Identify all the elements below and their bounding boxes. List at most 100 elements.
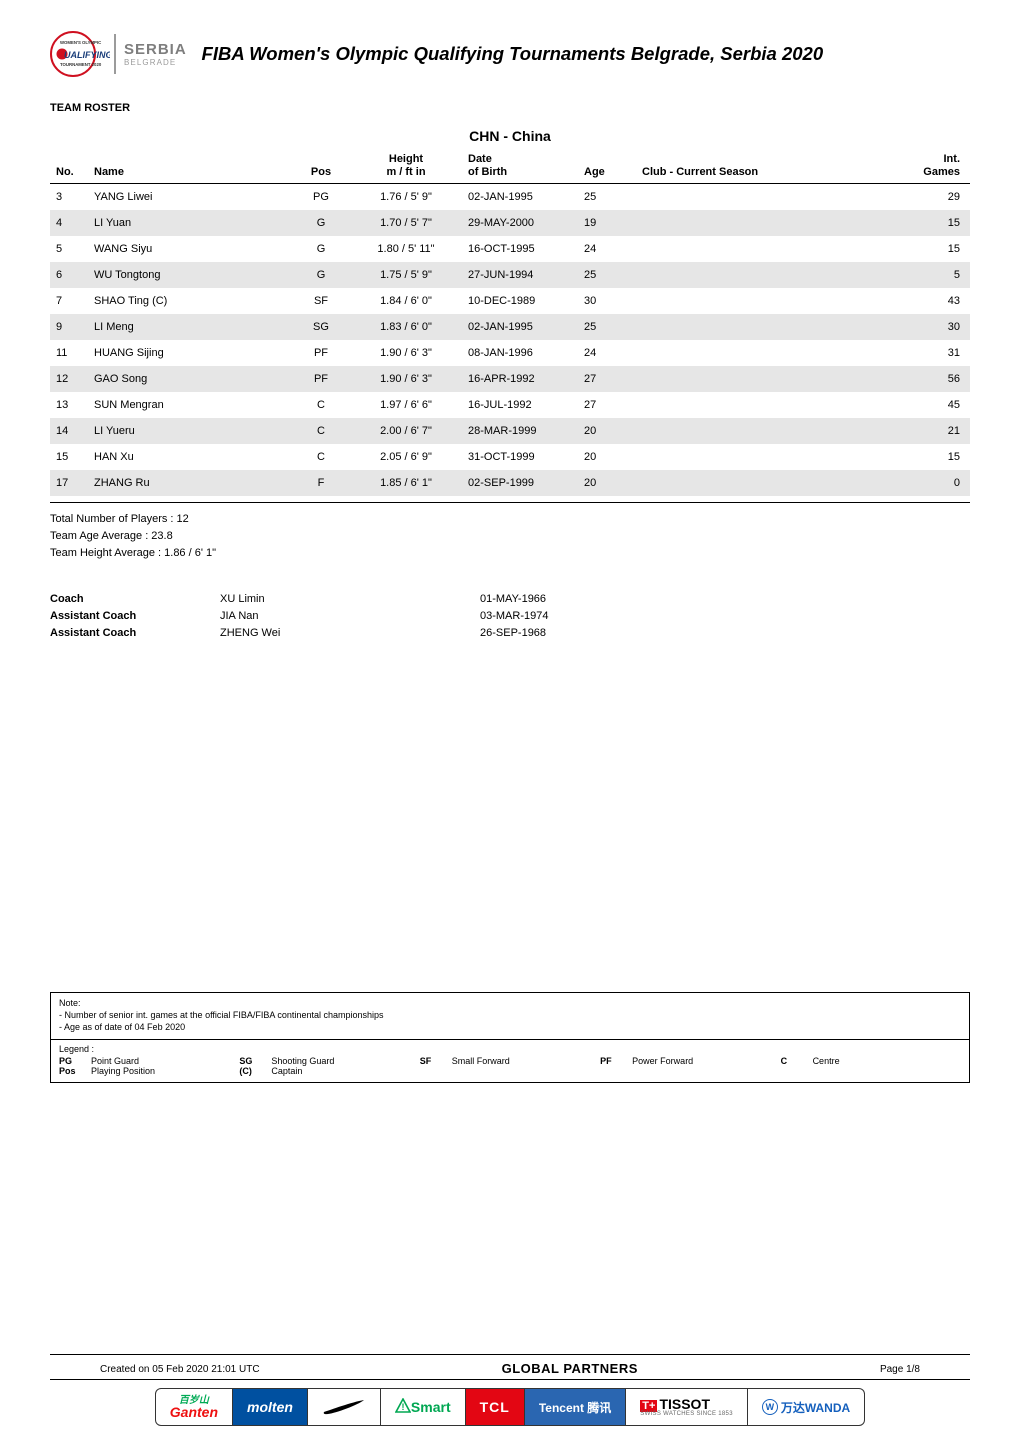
- cell-games: 45: [898, 392, 970, 418]
- cell-dob: 16-APR-1992: [462, 366, 578, 392]
- cell-pos: G: [292, 236, 350, 262]
- col-games-header: Int. Games: [898, 147, 970, 184]
- cell-height: 1.90 / 6' 3": [350, 340, 462, 366]
- legend-abbr: PG: [59, 1056, 91, 1066]
- cell-pos: SF: [292, 288, 350, 314]
- col-no-header: No.: [50, 147, 88, 184]
- table-row: 15HAN XuC2.05 / 6' 9"31-OCT-19992015: [50, 444, 970, 470]
- cell-name: GAO Song: [88, 366, 292, 392]
- legend-abbr: PF: [600, 1056, 632, 1066]
- cell-games: 31: [898, 340, 970, 366]
- legend-desc: Centre: [813, 1056, 840, 1066]
- col-height-header: Height m / ft in: [350, 147, 462, 184]
- cell-height: 1.97 / 6' 6": [350, 392, 462, 418]
- note-line2: - Age as of date of 04 Feb 2020: [59, 1021, 961, 1033]
- section-label: TEAM ROSTER: [50, 102, 970, 114]
- legend-abbr: (C): [239, 1066, 271, 1076]
- footer-meta-bar: Created on 05 Feb 2020 21:01 UTC GLOBAL …: [50, 1354, 970, 1380]
- cell-dob: 28-MAR-1999: [462, 418, 578, 444]
- cell-games: 21: [898, 418, 970, 444]
- cell-no: 14: [50, 418, 88, 444]
- cell-dob: 02-SEP-1999: [462, 470, 578, 496]
- team-heading: CHN - China: [50, 128, 970, 144]
- logo-roundel: WOMEN'S OLYMPIC UALIFYING TOURNAMENT 202…: [50, 31, 110, 77]
- cell-pos: C: [292, 392, 350, 418]
- cell-height: 1.70 / 5' 7": [350, 210, 462, 236]
- table-row: 13SUN MengranC1.97 / 6' 6"16-JUL-1992274…: [50, 392, 970, 418]
- cell-no: 6: [50, 262, 88, 288]
- coach-row: Assistant CoachJIA Nan03-MAR-1974: [50, 608, 970, 625]
- partner-molten: molten: [233, 1388, 308, 1426]
- cell-dob: 29-MAY-2000: [462, 210, 578, 236]
- cell-height: 1.80 / 5' 11": [350, 236, 462, 262]
- cell-pos: G: [292, 210, 350, 236]
- cell-games: 56: [898, 366, 970, 392]
- cell-dob: 27-JUN-1994: [462, 262, 578, 288]
- team-summary: Total Number of Players : 12 Team Age Av…: [50, 511, 970, 562]
- cell-games: 30: [898, 314, 970, 340]
- note-box: Note: - Number of senior int. games at t…: [50, 992, 970, 1039]
- legend-item: (C)Captain: [239, 1066, 419, 1076]
- coach-role: Assistant Coach: [50, 608, 220, 625]
- partner-ganten: 百岁山 Ganten: [155, 1388, 233, 1426]
- cell-club: [636, 470, 898, 496]
- coach-role: Coach: [50, 591, 220, 608]
- partner-tissot-label: TISSOT: [659, 1396, 710, 1412]
- footer-global-partners-label: GLOBAL PARTNERS: [502, 1361, 638, 1379]
- cell-club: [636, 236, 898, 262]
- cell-games: 5: [898, 262, 970, 288]
- roster-table-body: 3YANG LiweiPG1.76 / 5' 9"02-JAN-19952529…: [50, 184, 970, 497]
- cell-dob: 16-OCT-1995: [462, 236, 578, 262]
- cell-no: 5: [50, 236, 88, 262]
- coach-date: 01-MAY-1966: [480, 591, 660, 608]
- legend-desc: Power Forward: [632, 1056, 693, 1066]
- cell-dob: 08-JAN-1996: [462, 340, 578, 366]
- col-pos-header: Pos: [292, 147, 350, 184]
- cell-height: 1.90 / 6' 3": [350, 366, 462, 392]
- warning-triangle-icon: !: [395, 1398, 411, 1417]
- cell-no: 17: [50, 470, 88, 496]
- cell-club: [636, 262, 898, 288]
- cell-age: 25: [578, 184, 636, 211]
- cell-name: LI Meng: [88, 314, 292, 340]
- partner-wanda-label: 万达WANDA: [781, 1399, 850, 1416]
- svg-text:WOMEN'S OLYMPIC: WOMEN'S OLYMPIC: [60, 40, 101, 45]
- cell-height: 2.00 / 6' 7": [350, 418, 462, 444]
- legend-desc: Point Guard: [91, 1056, 139, 1066]
- cell-dob: 10-DEC-1989: [462, 288, 578, 314]
- cell-pos: PG: [292, 184, 350, 211]
- cell-club: [636, 444, 898, 470]
- legend-item: PGPoint Guard: [59, 1056, 239, 1066]
- cell-pos: F: [292, 470, 350, 496]
- table-row: 7SHAO Ting (C)SF1.84 / 6' 0"10-DEC-19893…: [50, 288, 970, 314]
- cell-no: 9: [50, 314, 88, 340]
- cell-height: 1.75 / 5' 9": [350, 262, 462, 288]
- legend-abbr: C: [781, 1056, 813, 1066]
- cell-name: SHAO Ting (C): [88, 288, 292, 314]
- coach-name: JIA Nan: [220, 608, 480, 625]
- cell-club: [636, 288, 898, 314]
- cell-name: SUN Mengran: [88, 392, 292, 418]
- cell-dob: 16-JUL-1992: [462, 392, 578, 418]
- cell-name: WU Tongtong: [88, 262, 292, 288]
- cell-games: 15: [898, 210, 970, 236]
- cell-pos: PF: [292, 340, 350, 366]
- cell-pos: G: [292, 262, 350, 288]
- summary-age-average: Team Age Average : 23.8: [50, 528, 970, 545]
- coaching-staff: CoachXU Limin01-MAY-1966Assistant CoachJ…: [50, 591, 970, 642]
- partner-logo-strip: 百岁山 Ganten molten ! Smart TCL Tencent 腾讯…: [0, 1380, 1020, 1426]
- cell-dob: 02-JAN-1995: [462, 184, 578, 211]
- cell-club: [636, 314, 898, 340]
- cell-age: 25: [578, 314, 636, 340]
- table-row: 4LI YuanG1.70 / 5' 7"29-MAY-20001915: [50, 210, 970, 236]
- legend-item: PosPlaying Position: [59, 1066, 239, 1076]
- table-row: 14LI YueruC2.00 / 6' 7"28-MAR-19992021: [50, 418, 970, 444]
- cell-club: [636, 418, 898, 444]
- note-line1: - Number of senior int. games at the off…: [59, 1009, 961, 1021]
- cell-height: 1.85 / 6' 1": [350, 470, 462, 496]
- cell-no: 12: [50, 366, 88, 392]
- coach-row: CoachXU Limin01-MAY-1966: [50, 591, 970, 608]
- footer-page-number: Page 1/8: [880, 1364, 920, 1379]
- cell-no: 3: [50, 184, 88, 211]
- partner-tissot: T+TISSOT SWISS WATCHES SINCE 1853: [626, 1388, 748, 1426]
